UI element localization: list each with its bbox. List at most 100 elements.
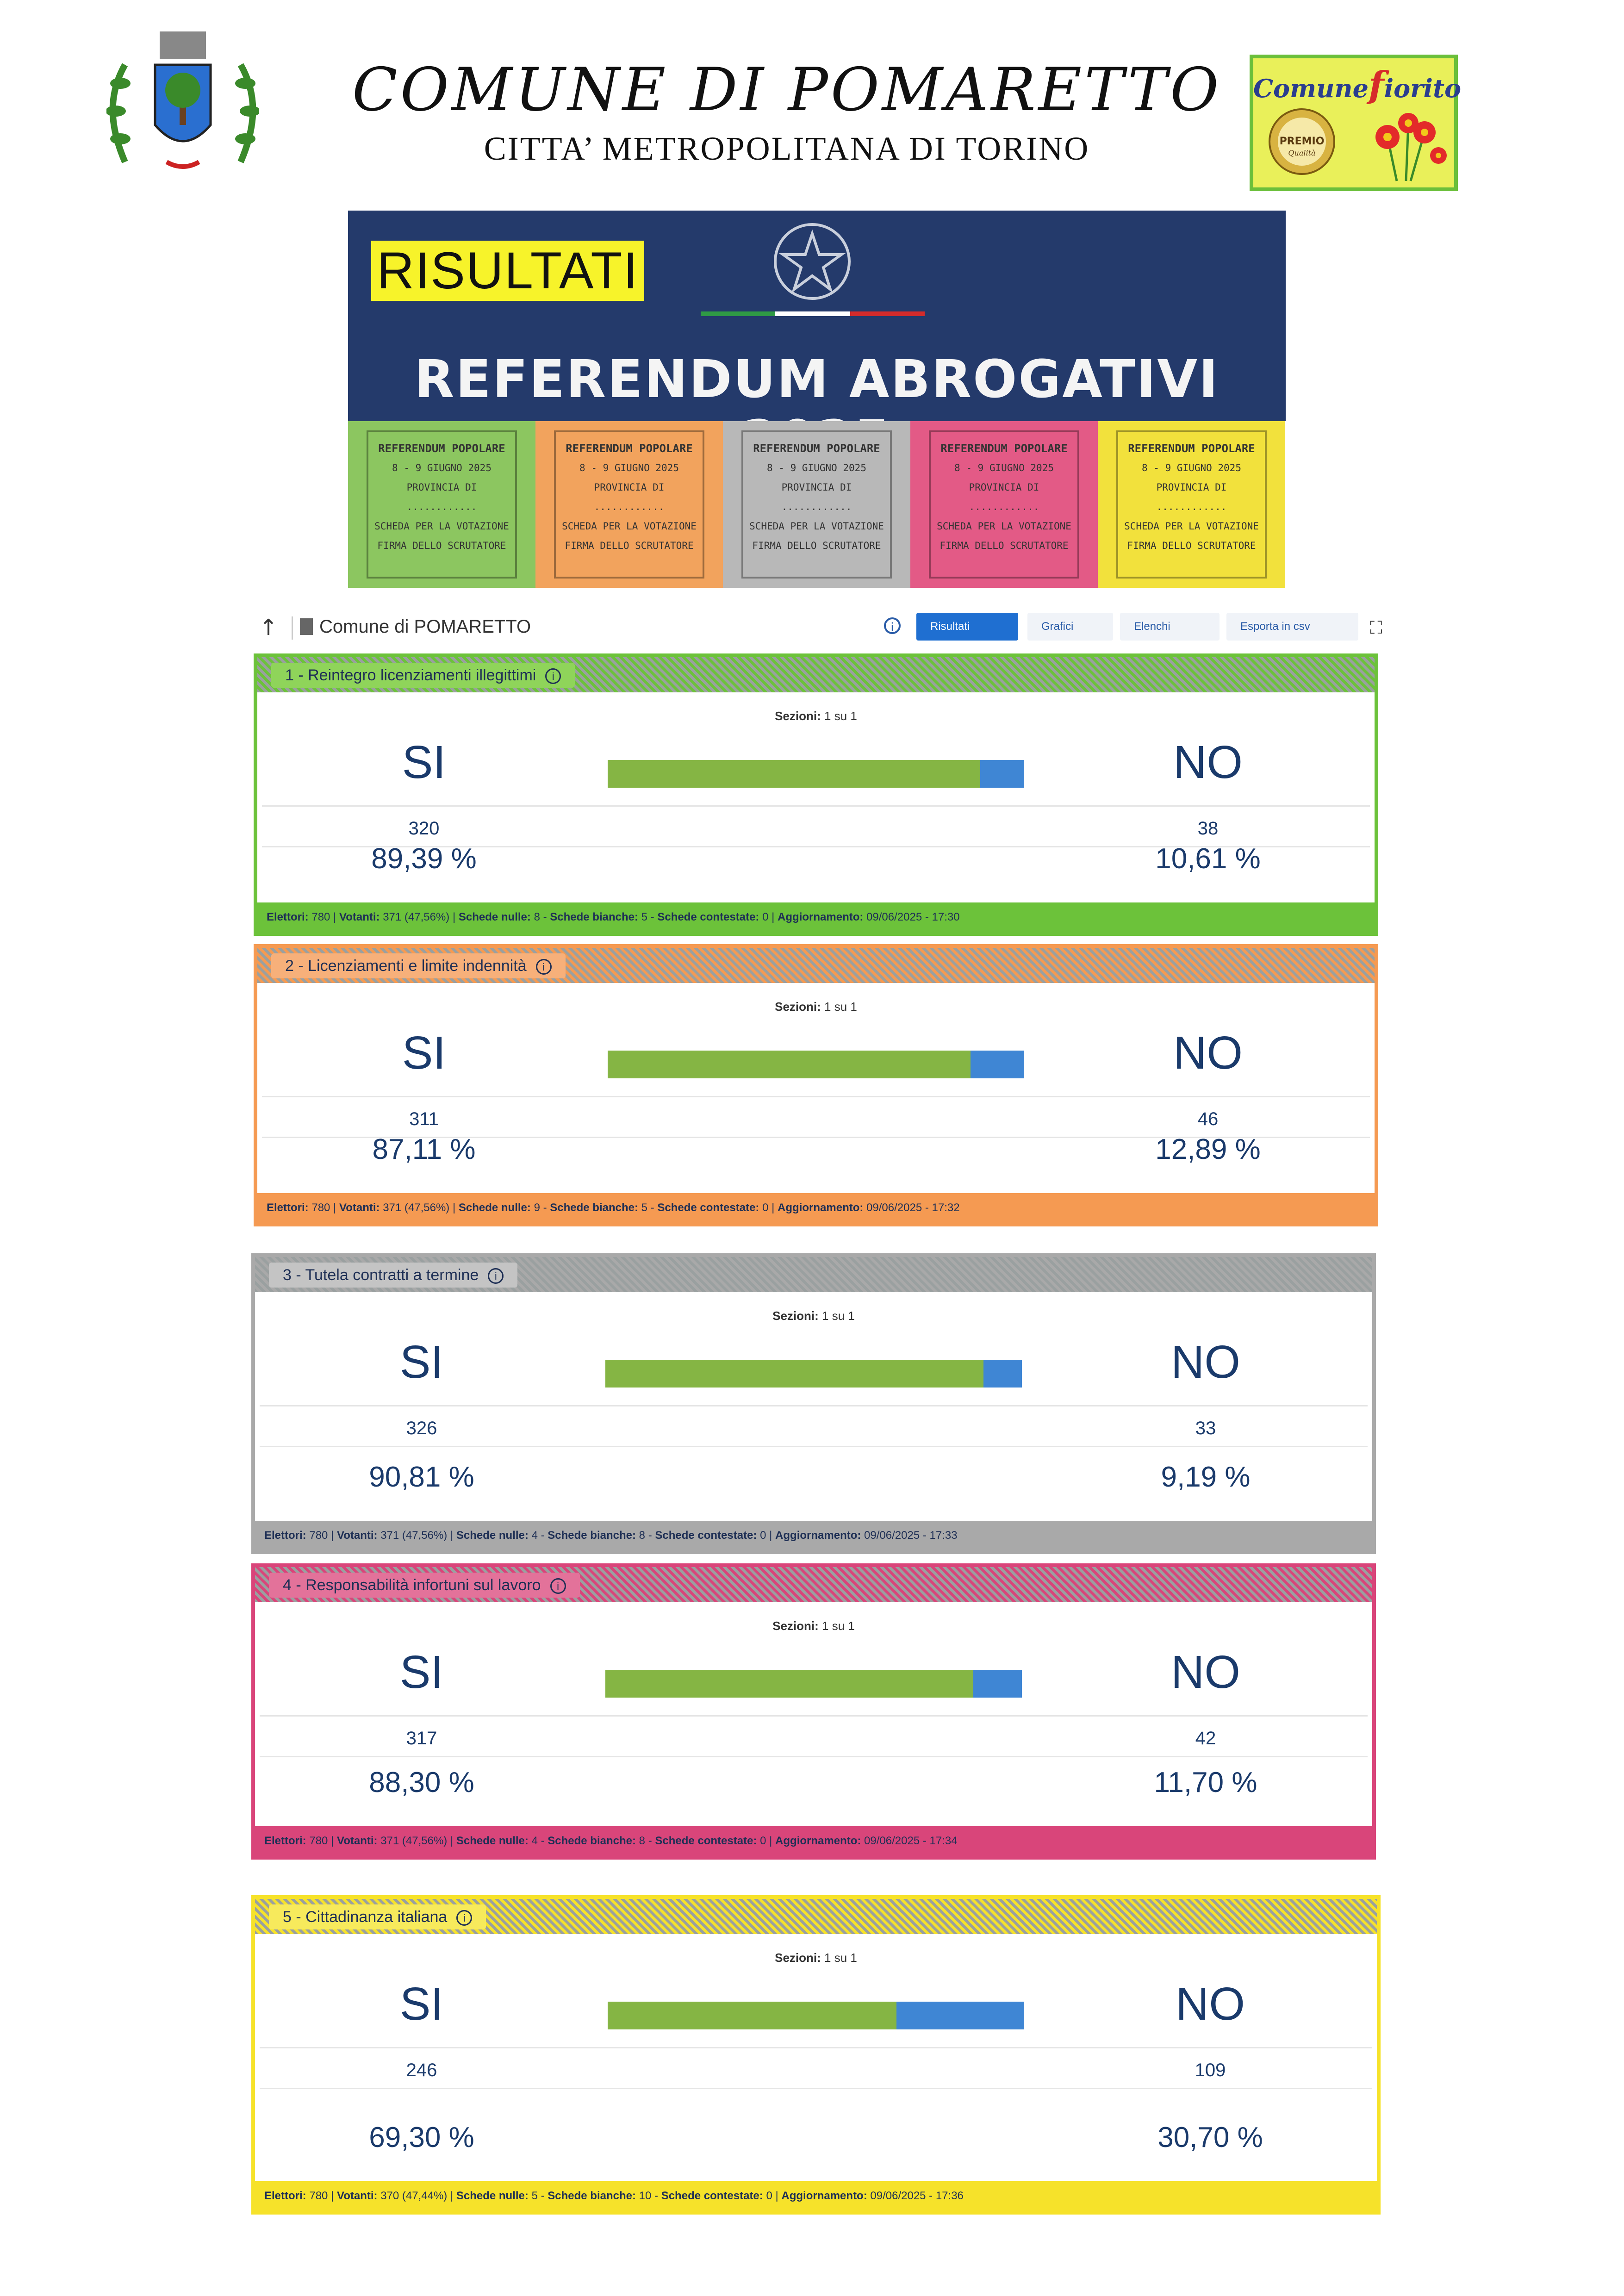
ballot-card-inner: REFERENDUM POPOLARE 8 - 9 GIUGNO 2025 PROV… <box>367 430 517 579</box>
referendum-title-text: 4 - Responsabilità infortuni sul lavoro <box>283 1576 541 1594</box>
ballot-line: PROVINCIA DI ............ <box>1156 482 1227 512</box>
svg-text:Qualità: Qualità <box>1288 149 1315 157</box>
footer-stat-value: 8 <box>534 911 540 923</box>
no-label: NO <box>1176 1978 1245 2030</box>
result-bar-si-fill <box>608 2002 896 2029</box>
referendum-panel: 2 - Licenziamenti e limite indennità i Sez… <box>254 944 1378 1226</box>
export-csv-label: Esporta in csv <box>1240 620 1310 633</box>
ballot-line: REFERENDUM POPOLARE <box>1128 442 1255 455</box>
tab-risultati[interactable]: Risultati <box>916 613 1018 641</box>
footer-stat-value: 0 <box>762 1201 769 1214</box>
result-bar <box>605 1670 1022 1698</box>
result-bar-si-fill <box>608 1051 971 1078</box>
row-divider <box>260 1405 1368 1406</box>
footer-stat-value: 780 <box>309 1835 328 1847</box>
no-percentage: 12,89 % <box>1155 1133 1261 1165</box>
municipal-crest-icon <box>106 31 259 169</box>
tab-grafici-label: Grafici <box>1041 620 1074 633</box>
ballot-line: PROVINCIA DI ............ <box>969 482 1039 512</box>
no-votes: 33 <box>1195 1418 1216 1438</box>
sezioni-value: 1 su 1 <box>824 1000 857 1014</box>
si-label: SI <box>399 1978 444 2030</box>
si-percentage: 69,30 % <box>369 2122 474 2153</box>
info-icon[interactable]: i <box>884 617 901 635</box>
referendum-header: 3 - Tutela contratti a termine i <box>255 1257 1372 1292</box>
sezioni-count: Sezioni: 1 su 1 <box>257 709 1375 723</box>
tab-risultati-label: Risultati <box>930 620 970 633</box>
row-divider <box>260 2088 1372 2089</box>
footer-stat-value: 371 (47,56%) <box>380 1529 448 1542</box>
footer-stat-value: 09/06/2025 - 17:30 <box>866 911 960 923</box>
referendum-title: 2 - Licenziamenti e limite indennità i <box>271 953 566 978</box>
ballot-card: REFERENDUM POPOLARE 8 - 9 GIUGNO 2025 PROV… <box>723 421 910 588</box>
footer-stat-label: Votanti: <box>336 2190 378 2202</box>
footer-stat-label: Schede nulle: <box>456 2190 529 2202</box>
row-divider <box>260 2047 1372 2048</box>
tab-grafici[interactable]: Grafici <box>1027 613 1113 641</box>
footer-stat-label: Aggiornamento: <box>778 911 864 923</box>
footer-stat-value: 09/06/2025 - 17:34 <box>864 1835 958 1847</box>
footer-stat-label: Votanti: <box>339 911 380 923</box>
fullscreen-icon[interactable]: ⛶ <box>1370 617 1382 638</box>
sezioni-label: Sezioni: <box>775 709 821 723</box>
footer-stat-value: 8 <box>639 1835 646 1847</box>
footer-stat-label: Aggiornamento: <box>775 1835 861 1847</box>
footer-stat-value: 780 <box>309 2190 328 2202</box>
info-icon[interactable]: i <box>488 1268 504 1284</box>
si-votes: 246 <box>406 2060 437 2080</box>
referendum-title: 3 - Tutela contratti a termine i <box>269 1263 518 1288</box>
row-divider <box>260 1446 1368 1447</box>
no-label: NO <box>1171 1646 1240 1698</box>
footer-stat-label: Schede nulle: <box>456 1835 529 1847</box>
ballot-line: SCHEDA PER LA VOTAZIONE <box>374 521 509 532</box>
tab-elenchi[interactable]: Elenchi <box>1120 613 1220 641</box>
svg-text:PREMIO: PREMIO <box>1280 136 1325 147</box>
footer-stat-label: Schede contestate: <box>655 1529 757 1542</box>
footer-stat-label: Elettori: <box>267 1201 309 1214</box>
info-icon[interactable]: i <box>545 668 561 684</box>
no-percentage: 9,19 % <box>1161 1461 1251 1493</box>
referendum-panel: 4 - Responsabilità infortuni sul lavoro i… <box>251 1563 1376 1860</box>
result-bar-si-fill <box>605 1360 984 1388</box>
footer-stat-label: Schede bianche: <box>550 911 638 923</box>
award-medal-icon: PREMIO Qualità <box>1269 108 1335 175</box>
footer-stat-value: 0 <box>762 911 769 923</box>
info-icon[interactable]: i <box>550 1578 566 1594</box>
referendum-title: 5 - Cittadinanza italiana i <box>269 1904 486 1929</box>
sezioni-count: Sezioni: 1 su 1 <box>255 1951 1377 1965</box>
footer-stat-label: Elettori: <box>264 2190 306 2202</box>
footer-stat-value: 0 <box>760 1835 766 1847</box>
referendum-title-text: 1 - Reintegro licenziamenti illegittimi <box>285 666 536 684</box>
footer-stat-value: 780 <box>311 1201 330 1214</box>
no-percentage: 11,70 % <box>1154 1767 1257 1798</box>
si-votes: 311 <box>409 1109 439 1129</box>
document-icon <box>300 618 313 635</box>
tab-elenchi-label: Elenchi <box>1134 620 1170 633</box>
export-csv-button[interactable]: Esporta in csv <box>1226 613 1358 641</box>
referendum-title: 1 - Reintegro licenziamenti illegittimi i <box>271 663 575 688</box>
sezioni-label: Sezioni: <box>775 1951 821 1965</box>
info-icon[interactable]: i <box>456 1910 473 1926</box>
ballot-line: 8 - 9 GIUGNO 2025 <box>1142 462 1241 473</box>
sezioni-value: 1 su 1 <box>824 1951 857 1965</box>
si-label: SI <box>399 1646 444 1698</box>
no-label: NO <box>1173 1027 1243 1079</box>
si-votes: 317 <box>406 1728 437 1748</box>
referendum-title: 4 - Responsabilità infortuni sul lavoro i <box>269 1573 580 1598</box>
ballot-card-inner: REFERENDUM POPOLARE 8 - 9 GIUGNO 2025 PROV… <box>741 430 892 579</box>
footer-stat-label: Schede contestate: <box>661 2190 763 2202</box>
result-bar <box>608 760 1024 788</box>
ballot-line: REFERENDUM POPOLARE <box>378 442 505 455</box>
ballot-card: REFERENDUM POPOLARE 8 - 9 GIUGNO 2025 PROV… <box>348 421 535 588</box>
footer-stat-label: Schede contestate: <box>657 1201 759 1214</box>
si-percentage: 89,39 % <box>371 843 477 875</box>
info-icon[interactable]: i <box>535 959 552 975</box>
si-label: SI <box>399 1336 444 1388</box>
italian-republic-emblem-icon <box>774 223 851 300</box>
back-arrow-icon[interactable]: ↑ <box>259 615 278 641</box>
footer-stat-label: Schede contestate: <box>655 1835 757 1847</box>
no-votes: 38 <box>1197 818 1219 839</box>
no-label: NO <box>1173 736 1243 788</box>
result-bar-si-fill <box>608 760 980 788</box>
referendum-panel: 5 - Cittadinanza italiana i Sezioni: 1 su … <box>251 1895 1381 2215</box>
